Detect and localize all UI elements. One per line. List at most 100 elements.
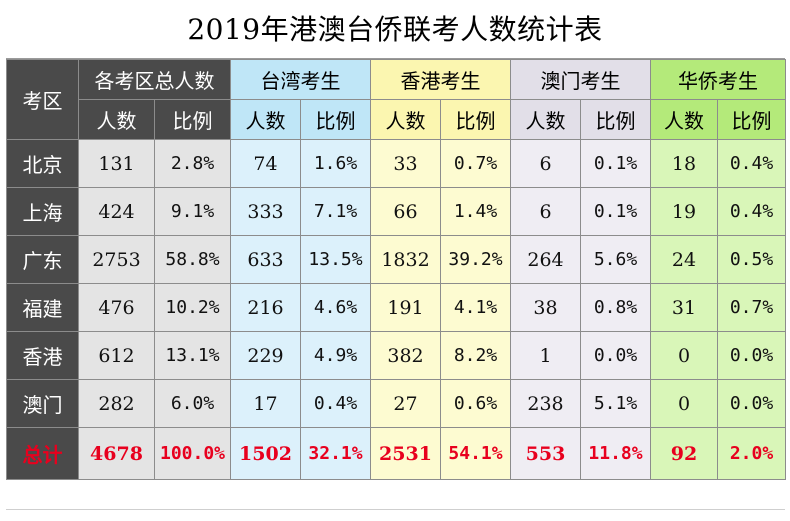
corner-header: 考区: [6, 59, 79, 140]
macau-ratio-cell: 0.1%: [580, 187, 651, 236]
taiwan-count-cell: 229: [230, 331, 301, 380]
hongkong-ratio-cell: 1.4%: [440, 187, 511, 236]
region-label: 北京: [6, 139, 79, 188]
region-label: 澳门: [6, 379, 79, 428]
all-count-cell: 2753: [78, 235, 155, 284]
all-count-cell: 424: [78, 187, 155, 236]
macau-count-cell: 264: [510, 235, 581, 284]
macau-count-cell: 6: [510, 139, 581, 188]
hongkong-ratio-total: 54.1%: [440, 427, 511, 480]
macau-count-cell: 1: [510, 331, 581, 380]
all-count-cell: 131: [78, 139, 155, 188]
taiwan-ratio-cell: 7.1%: [300, 187, 371, 236]
hongkong-count-cell: 33: [370, 139, 441, 188]
all-ratio-cell: 13.1%: [154, 331, 231, 380]
group-header-overseas: 华侨考生: [650, 59, 786, 100]
table-row: 上海 424 9.1% 333 7.1% 66 1.4% 6 0.1% 19 0…: [6, 187, 786, 236]
hongkong-count-cell: 382: [370, 331, 441, 380]
subheader-ratio: 比例: [440, 99, 511, 140]
overseas-count-total: 92: [650, 427, 718, 480]
macau-count-cell: 6: [510, 187, 581, 236]
taiwan-count-total: 1502: [230, 427, 301, 480]
group-header-hongkong: 香港考生: [370, 59, 511, 100]
macau-ratio-cell: 5.6%: [580, 235, 651, 284]
page-title: 2019年港澳台侨联考人数统计表: [187, 13, 603, 46]
subheader-count: 人数: [650, 99, 718, 140]
group-header-row: 考区 各考区总人数 台湾考生 香港考生 澳门考生 华侨考生: [6, 59, 786, 140]
table-row: 北京 131 2.8% 74 1.6% 33 0.7% 6 0.1% 18 0.…: [6, 139, 786, 188]
bottom-divider: [6, 509, 785, 510]
hongkong-count-cell: 1832: [370, 235, 441, 284]
macau-ratio-cell: 5.1%: [580, 379, 651, 428]
hongkong-ratio-cell: 8.2%: [440, 331, 511, 380]
hongkong-ratio-cell: 0.7%: [440, 139, 511, 188]
hongkong-count-total: 2531: [370, 427, 441, 480]
overseas-ratio-total: 2.0%: [717, 427, 786, 480]
subheader-count: 人数: [230, 99, 301, 140]
taiwan-ratio-cell: 4.6%: [300, 283, 371, 332]
overseas-count-cell: 0: [650, 331, 718, 380]
taiwan-ratio-cell: 4.9%: [300, 331, 371, 380]
all-count-cell: 612: [78, 331, 155, 380]
group-header-macau: 澳门考生: [510, 59, 651, 100]
taiwan-ratio-cell: 0.4%: [300, 379, 371, 428]
taiwan-count-cell: 216: [230, 283, 301, 332]
region-label: 福建: [6, 283, 79, 332]
total-label: 总计: [6, 427, 79, 480]
subheader-row: 人数 比例 人数 比例 人数 比例 人数 比例 人数 比例: [7, 99, 786, 140]
overseas-ratio-cell: 0.4%: [717, 139, 786, 188]
hongkong-count-cell: 27: [370, 379, 441, 428]
region-label: 上海: [6, 187, 79, 236]
group-header-all: 各考区总人数: [78, 59, 231, 100]
macau-count-cell: 38: [510, 283, 581, 332]
region-label: 香港: [6, 331, 79, 380]
title-divider: [6, 58, 785, 59]
macau-ratio-cell: 0.1%: [580, 139, 651, 188]
all-ratio-cell: 9.1%: [154, 187, 231, 236]
table-row: 福建 476 10.2% 216 4.6% 191 4.1% 38 0.8% 3…: [6, 283, 786, 332]
overseas-count-cell: 24: [650, 235, 718, 284]
all-ratio-cell: 10.2%: [154, 283, 231, 332]
taiwan-ratio-cell: 13.5%: [300, 235, 371, 284]
overseas-ratio-cell: 0.5%: [717, 235, 786, 284]
subheader-ratio: 比例: [154, 99, 231, 140]
macau-count-total: 553: [510, 427, 581, 480]
macau-ratio-cell: 0.0%: [580, 331, 651, 380]
all-ratio-cell: 58.8%: [154, 235, 231, 284]
overseas-count-cell: 31: [650, 283, 718, 332]
stats-table: 考区 各考区总人数 台湾考生 香港考生 澳门考生 华侨考生 人数 比例 人数 比…: [6, 59, 786, 480]
taiwan-count-cell: 633: [230, 235, 301, 284]
region-label: 广东: [6, 235, 79, 284]
hongkong-ratio-cell: 4.1%: [440, 283, 511, 332]
hongkong-count-cell: 191: [370, 283, 441, 332]
all-ratio-total: 100.0%: [154, 427, 231, 480]
subheader-count: 人数: [370, 99, 441, 140]
table-row: 香港 612 13.1% 229 4.9% 382 8.2% 1 0.0% 0 …: [6, 331, 786, 380]
macau-ratio-total: 11.8%: [580, 427, 651, 480]
subheader-count: 人数: [78, 99, 155, 140]
hongkong-ratio-cell: 39.2%: [440, 235, 511, 284]
taiwan-count-cell: 17: [230, 379, 301, 428]
subheader-ratio: 比例: [717, 99, 786, 140]
overseas-ratio-cell: 0.4%: [717, 187, 786, 236]
macau-count-cell: 238: [510, 379, 581, 428]
macau-ratio-cell: 0.8%: [580, 283, 651, 332]
overseas-count-cell: 0: [650, 379, 718, 428]
group-header-taiwan: 台湾考生: [230, 59, 371, 100]
subheader-ratio: 比例: [580, 99, 651, 140]
all-ratio-cell: 2.8%: [154, 139, 231, 188]
overseas-ratio-cell: 0.0%: [717, 379, 786, 428]
taiwan-count-cell: 333: [230, 187, 301, 236]
taiwan-count-cell: 74: [230, 139, 301, 188]
hongkong-ratio-cell: 0.6%: [440, 379, 511, 428]
table-row: 澳门 282 6.0% 17 0.4% 27 0.6% 238 5.1% 0 0…: [6, 379, 786, 428]
all-count-cell: 282: [78, 379, 155, 428]
overseas-ratio-cell: 0.7%: [717, 283, 786, 332]
subheader-ratio: 比例: [300, 99, 371, 140]
overseas-count-cell: 19: [650, 187, 718, 236]
total-row: 总计 4678 100.0% 1502 32.1% 2531 54.1% 553…: [6, 427, 786, 480]
taiwan-ratio-cell: 1.6%: [300, 139, 371, 188]
table-row: 广东 2753 58.8% 633 13.5% 1832 39.2% 264 5…: [6, 235, 786, 284]
all-count-total: 4678: [78, 427, 155, 480]
